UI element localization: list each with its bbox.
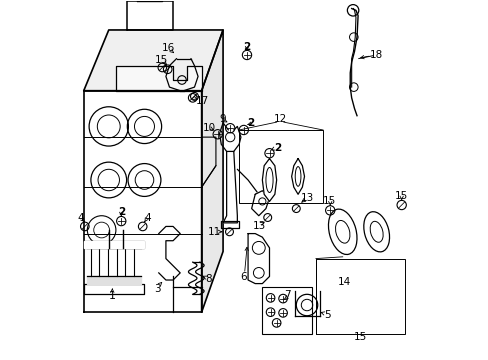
Text: 5: 5 (324, 310, 330, 320)
Text: 4: 4 (144, 212, 150, 222)
Polygon shape (201, 30, 223, 312)
Text: 1: 1 (109, 291, 116, 301)
Bar (315, 258, 405, 334)
Text: 2: 2 (273, 143, 281, 153)
Text: 17: 17 (195, 96, 208, 107)
Text: 16: 16 (162, 43, 175, 53)
Text: 11: 11 (208, 227, 221, 237)
Text: 15: 15 (322, 197, 335, 206)
Polygon shape (116, 66, 201, 91)
Text: 7: 7 (284, 290, 290, 300)
Polygon shape (251, 191, 269, 216)
Text: 3: 3 (153, 284, 160, 294)
Text: 2: 2 (118, 207, 124, 217)
Polygon shape (83, 30, 223, 91)
Text: 2: 2 (243, 42, 250, 52)
Text: 6: 6 (240, 272, 246, 282)
Polygon shape (223, 152, 237, 223)
Bar (239, 130, 323, 203)
Text: 13: 13 (300, 193, 313, 203)
Polygon shape (262, 158, 276, 202)
Bar (262, 287, 312, 334)
Text: 18: 18 (369, 50, 383, 60)
Text: 10: 10 (203, 123, 216, 133)
Text: 14: 14 (337, 277, 350, 287)
Text: 2: 2 (247, 118, 254, 128)
Text: 15: 15 (155, 55, 168, 65)
Text: 15: 15 (353, 332, 366, 342)
Polygon shape (87, 276, 141, 284)
Polygon shape (83, 91, 201, 312)
Text: 9: 9 (219, 114, 226, 124)
Polygon shape (137, 0, 162, 1)
Polygon shape (83, 241, 144, 248)
Text: 13: 13 (252, 221, 265, 231)
Polygon shape (247, 234, 269, 284)
Text: 4: 4 (78, 212, 84, 222)
Text: 8: 8 (204, 274, 211, 284)
Text: 12: 12 (273, 114, 286, 124)
Polygon shape (291, 158, 304, 194)
Text: 15: 15 (394, 191, 407, 201)
Polygon shape (126, 1, 173, 30)
